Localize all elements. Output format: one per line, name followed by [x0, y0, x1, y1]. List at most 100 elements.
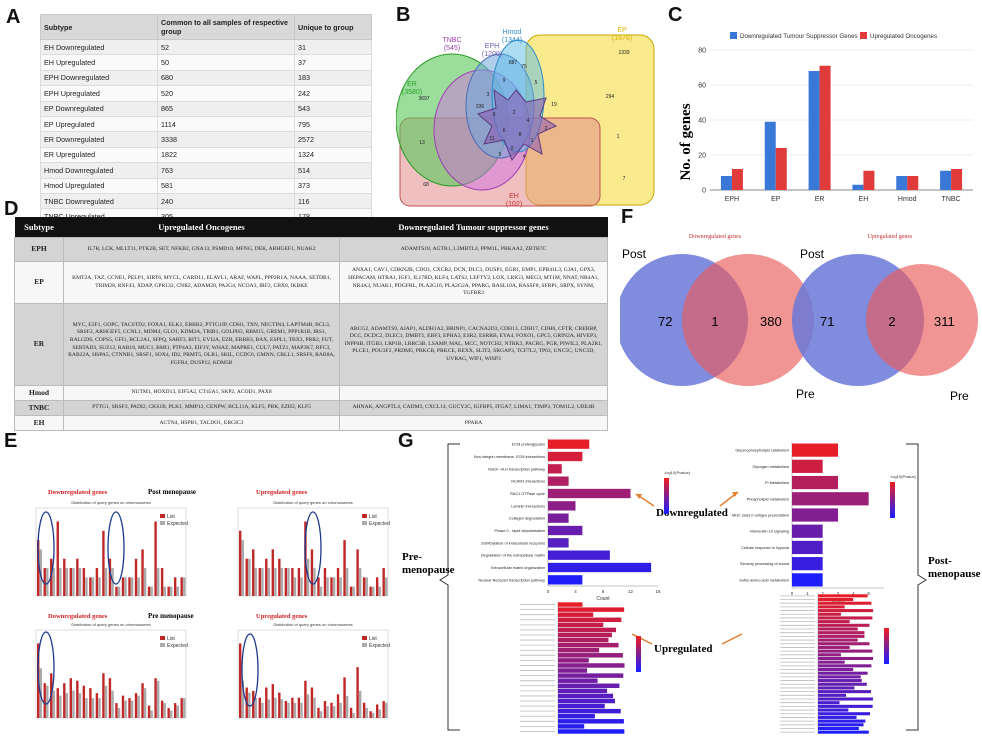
- g-bar: [548, 525, 583, 536]
- e-bar-list: [154, 678, 157, 718]
- e-bar-list: [369, 586, 372, 596]
- header-common: Common to all samples of respective grou…: [157, 14, 295, 40]
- venn-region-count: 3697: [418, 96, 429, 102]
- g-term-label: Non-integrin membrane- ECM interactions: [474, 455, 545, 459]
- venn-star-center-shape: [477, 88, 558, 162]
- g-x-tick: 0: [547, 589, 550, 594]
- e-title-post: Post menopause: [148, 488, 196, 496]
- e-bar-list: [115, 703, 118, 718]
- g-up-bar: [818, 686, 855, 690]
- e-bar-expected: [117, 708, 121, 718]
- g-bar: [792, 540, 823, 555]
- g-bar: [792, 573, 823, 587]
- venn-left-both: 1: [711, 314, 718, 329]
- e-title-down-post: Downregulated genes: [48, 489, 108, 496]
- e-bar-expected: [241, 540, 244, 596]
- e-bar-expected: [170, 710, 173, 718]
- g-up-bar: [818, 726, 859, 731]
- e-bar-list: [258, 568, 261, 596]
- cell-common: 1114: [157, 115, 295, 133]
- g-up-bar: [558, 668, 588, 673]
- e-bar-list: [252, 690, 255, 718]
- table-row: ER MYC, E2F1, GOPC, TACSTD2, FOXA1, ELK1,…: [14, 303, 608, 386]
- table-row: EH Downregulated 52 31: [40, 38, 372, 56]
- e-bar-list: [291, 697, 294, 718]
- g-up-bar: [818, 649, 873, 653]
- g-x-tick: 2: [821, 591, 824, 596]
- g-bar: [548, 464, 562, 474]
- g-up-bar: [818, 693, 847, 697]
- g-bar: [548, 451, 583, 462]
- e-bar-expected: [150, 710, 153, 718]
- g-colorbar-cell: [890, 515, 895, 518]
- e-title-down-pre: Downregulated genes: [48, 613, 108, 620]
- e-legend-list-swatch: [362, 636, 367, 640]
- label-downregulated: Downregulated: [656, 507, 728, 519]
- e-legend-expected: Expected: [167, 643, 188, 649]
- e-bar-list: [76, 680, 79, 718]
- e-bar-list: [310, 687, 314, 718]
- cell-tumour-suppressors: ANXA1, CAV1, CDKN2B, CDO1, CXCR2, DCN, D…: [339, 261, 608, 304]
- g-up-bar: [818, 682, 867, 686]
- e-bar-list: [317, 577, 320, 596]
- e-legend-list: List: [369, 514, 377, 520]
- bar-downregulated-ep: [764, 121, 776, 190]
- g-bar: [548, 439, 590, 449]
- venn-left-only-post: 72: [658, 314, 672, 329]
- gene-count-bar-chart: No. of genes Downregulated Tumour Suppre…: [678, 32, 973, 203]
- e-bar-list: [356, 549, 359, 596]
- g-up-bar: [558, 724, 585, 729]
- g-colorbar-cell: [890, 491, 895, 494]
- e-legend-expected-swatch: [362, 643, 367, 647]
- cell-unique: 1324: [294, 146, 372, 164]
- g-colorbar-cell: [664, 481, 669, 484]
- e-legend-expected-swatch: [160, 643, 165, 647]
- venn-right-pre-circle: [866, 264, 978, 376]
- bracket-post: [906, 443, 927, 731]
- cell-unique: 795: [294, 115, 372, 133]
- highlight-ellipse: [107, 511, 125, 585]
- cell-unique: 514: [294, 162, 372, 179]
- g-up-bar: [818, 719, 866, 723]
- table-row: Hmod Downregulated 763 514: [40, 162, 372, 179]
- arrow-up-right: [721, 633, 743, 645]
- cell-subtype: ER Upregulated: [40, 146, 158, 164]
- e-legend-list-swatch: [362, 514, 367, 518]
- header-subtype: Subtype: [14, 217, 64, 238]
- g-colorbar-cell: [890, 509, 895, 512]
- cell-common: 3338: [157, 131, 295, 148]
- e-bar-list: [63, 558, 66, 596]
- cell-oncogenes: IL7R, LCK, MLLT11, PTK2B, SET, NFKB2, GN…: [63, 237, 340, 262]
- venn-region-count: 8: [519, 132, 522, 138]
- arrow-down-left-head: [636, 494, 642, 499]
- e-bar-expected: [72, 690, 75, 718]
- e-bar-list: [108, 678, 112, 718]
- e-bar-expected: [137, 695, 140, 718]
- label-upregulated: Upregulated: [654, 643, 712, 655]
- cell-tumour-suppressors: PPARA: [339, 415, 608, 432]
- g-up-bar: [558, 642, 619, 648]
- e-bar-list: [239, 643, 242, 718]
- g-term-label: Glycerophospholipid catabolism: [735, 449, 789, 453]
- e-bar-list: [89, 688, 92, 718]
- g-term-label: ECM proteoglycans: [512, 443, 545, 447]
- e-legend-list: List: [167, 636, 175, 642]
- g-bar: [548, 575, 583, 585]
- e-bar-list: [362, 702, 366, 718]
- highlight-ellipse: [304, 511, 322, 585]
- g-up-bar: [558, 703, 605, 709]
- table-row: Hmod Upregulated 581 373: [40, 177, 372, 194]
- table-row: EH Upregulated 50 37: [40, 54, 372, 71]
- venn-set-count-tnbc: (545): [444, 45, 460, 52]
- e-bar-list: [56, 521, 59, 596]
- y-tick-label: 60: [698, 83, 706, 90]
- g-term-label: Phase 0 - rapid depolarisation: [495, 529, 545, 533]
- panel-label-c: C: [668, 4, 683, 26]
- venn-region-count: 1: [617, 134, 620, 140]
- e-bar-list: [82, 568, 86, 596]
- cell-unique: 116: [294, 192, 372, 210]
- e-bar-list: [89, 577, 92, 596]
- e-bar-expected: [46, 685, 49, 718]
- e-bar-expected: [319, 586, 323, 596]
- g-up-bar: [818, 656, 874, 661]
